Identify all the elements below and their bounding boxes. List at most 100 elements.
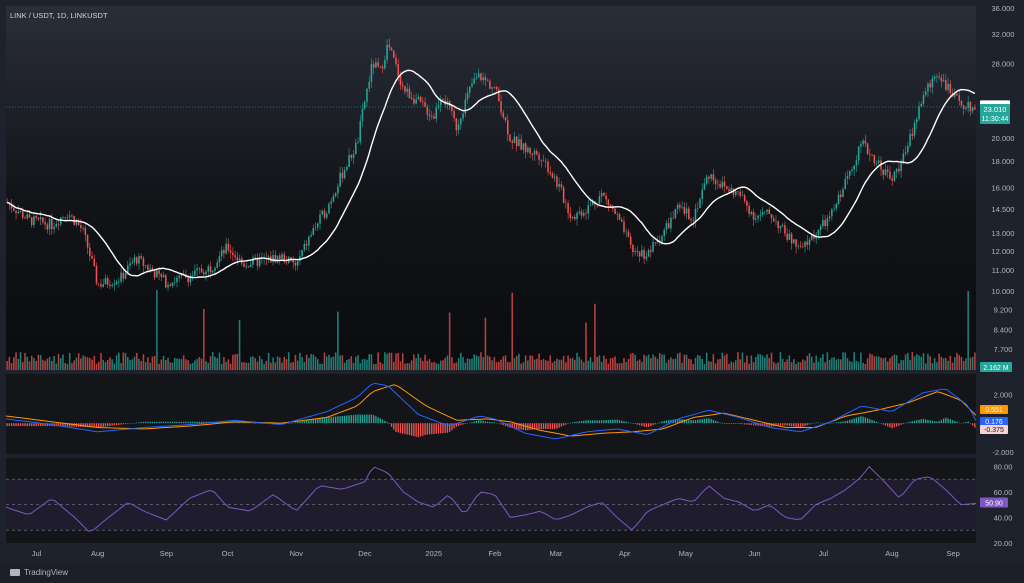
candle (75, 221, 78, 225)
macd-histogram-bar (744, 423, 746, 425)
volume-bar (779, 352, 782, 370)
macd-histogram-bar (377, 417, 379, 424)
volume-bar (457, 358, 460, 370)
volume-bar (898, 363, 900, 370)
volume-bar (372, 363, 375, 370)
volume-bar (656, 358, 659, 370)
candle (886, 169, 889, 172)
macd-histogram-bar (357, 414, 359, 424)
candle (249, 264, 252, 267)
rsi-pane[interactable] (6, 458, 976, 543)
macd-histogram-bar (784, 423, 786, 426)
volume-bar (913, 356, 916, 370)
candle (317, 223, 319, 228)
volume-bar (804, 360, 806, 370)
volume-bar (790, 362, 793, 370)
macd-histogram-bar (547, 423, 549, 429)
macd-histogram-bar (942, 418, 945, 424)
volume-bar (354, 356, 357, 370)
volume-bar (549, 355, 552, 370)
volume-bar (142, 354, 145, 370)
volume-bar (332, 356, 335, 370)
macd-histogram-bar (545, 423, 547, 429)
time-axis[interactable] (6, 543, 976, 563)
volume-bar (705, 352, 708, 370)
macd-histogram-bar (504, 423, 507, 426)
candle (694, 208, 697, 222)
macd-histogram-bar (250, 422, 252, 424)
volume-bar (207, 362, 210, 370)
macd-histogram-bar (971, 423, 974, 426)
macd-histogram-bar (82, 423, 84, 428)
volume-bar (491, 360, 493, 370)
volume-bar (547, 360, 549, 370)
candle (301, 249, 303, 257)
candle (813, 234, 815, 239)
candle (641, 249, 643, 257)
macd-histogram-bar (393, 423, 395, 430)
volume-bar (133, 356, 136, 370)
macd-histogram-bar (480, 420, 482, 424)
volume-bar (920, 356, 923, 370)
candle (406, 88, 408, 92)
macd-pane[interactable] (6, 374, 976, 454)
axis-background (976, 0, 1024, 565)
macd-histogram-bar (732, 423, 735, 424)
macd-histogram-bar (533, 423, 536, 430)
candle (717, 183, 719, 185)
macd-histogram-bar (864, 417, 867, 424)
volume-bar (375, 363, 377, 370)
volume-bar (437, 363, 440, 370)
macd-histogram-bar (397, 423, 399, 433)
macd-histogram-bar (770, 423, 773, 427)
candle (57, 224, 60, 225)
macd-histogram-bar (592, 420, 594, 424)
macd-histogram-bar (471, 422, 473, 424)
volume-bar (866, 358, 869, 370)
brand-logo[interactable]: TradingView (10, 568, 68, 577)
volume-bar (520, 363, 522, 370)
volume-bar (430, 362, 433, 370)
macd-histogram-bar (127, 423, 129, 424)
volume-bar (68, 352, 71, 370)
candle (938, 76, 940, 78)
macd-histogram-bar (578, 421, 580, 424)
price-axis[interactable]: 36.000 32.000 28.000 20.000 18.000 16.000 14.5… (976, 0, 1024, 565)
volume-bar (223, 357, 225, 370)
volume-bar (285, 359, 288, 370)
candle (229, 250, 232, 253)
volume-bar (433, 361, 435, 370)
volume-bar (518, 353, 520, 370)
macd-histogram-bar (466, 423, 469, 424)
macd-histogram-bar (142, 421, 145, 424)
macd-histogram-bar (811, 423, 813, 424)
volume-bar (808, 353, 811, 370)
candle (26, 214, 29, 219)
macd-histogram-bar (131, 423, 133, 424)
candle (451, 105, 453, 112)
volume-bar (471, 358, 473, 370)
macd-histogram-bar (247, 422, 250, 424)
macd-histogram-bar (880, 423, 882, 424)
macd-histogram-bar (133, 422, 136, 424)
candle (375, 62, 377, 68)
candle (781, 225, 784, 226)
price-pane[interactable] (6, 6, 976, 370)
volume-bar (486, 355, 489, 370)
volume-bar (384, 352, 386, 370)
macd-histogram-bar (895, 423, 898, 427)
macd-histogram-bar (665, 420, 668, 424)
candle (674, 208, 677, 218)
volume-bar (846, 358, 849, 370)
candle (252, 257, 254, 265)
volume-bar (862, 362, 864, 370)
candle (129, 263, 131, 266)
volume-bar (759, 354, 762, 370)
volume-bar (238, 319, 241, 370)
chart-canvas[interactable]: 36.000 32.000 28.000 20.000 18.000 16.000 14.5… (0, 0, 1024, 565)
volume-bar (571, 357, 574, 370)
candle (144, 265, 147, 266)
candle (410, 97, 413, 99)
macd-histogram-bar (84, 423, 87, 428)
macd-histogram-bar (643, 423, 645, 427)
